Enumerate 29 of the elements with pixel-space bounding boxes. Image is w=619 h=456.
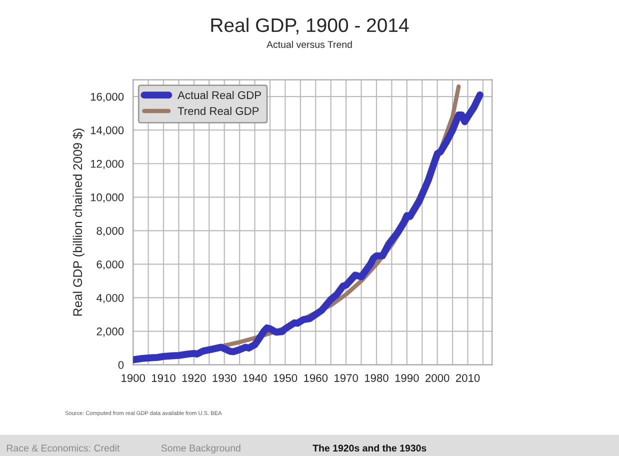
y-tick-label: 14,000 [90, 126, 124, 136]
x-tick-label: 1900 [122, 374, 146, 382]
x-tick-label: 1950 [274, 374, 298, 382]
y-tick-label: 6,000 [96, 260, 124, 270]
legend-label: Actual Real GDP [178, 90, 261, 100]
y-tick-label: 4,000 [96, 294, 124, 304]
x-tick-label: 1910 [152, 374, 176, 382]
y-tick-label: 10,000 [90, 193, 124, 203]
legend-label: Trend Real GDP [178, 106, 259, 115]
chart-subtitle: Actual versus Trend [266, 40, 352, 48]
chart-title: Real GDP, 1900 - 2014 [211, 18, 409, 34]
y-tick-label: 8,000 [96, 226, 124, 236]
text: The 1920s and the 1930s [312, 444, 426, 452]
x-tick-label: 1940 [243, 374, 267, 382]
x-tick-label: 1990 [395, 374, 419, 382]
y-tick-label: 12,000 [90, 160, 124, 170]
y-axis-title: Real GDP (billion chained 2009 $) [72, 128, 85, 316]
text: Some Background [161, 444, 240, 454]
y-tick-label: 0 [118, 361, 124, 369]
y-tick-label: 2,000 [96, 328, 124, 337]
text: Race & Economics: Credit [6, 444, 120, 452]
x-tick-label: 1980 [364, 374, 388, 382]
x-tick-label: 2000 [426, 374, 450, 382]
x-tick-label: 1970 [334, 374, 358, 382]
x-tick-label: 1930 [212, 374, 236, 382]
y-tick-label: 16,000 [90, 92, 124, 102]
x-tick-label: 1960 [304, 374, 328, 382]
x-tick-label: 1920 [182, 374, 206, 382]
x-tick-label: 2010 [456, 374, 480, 382]
